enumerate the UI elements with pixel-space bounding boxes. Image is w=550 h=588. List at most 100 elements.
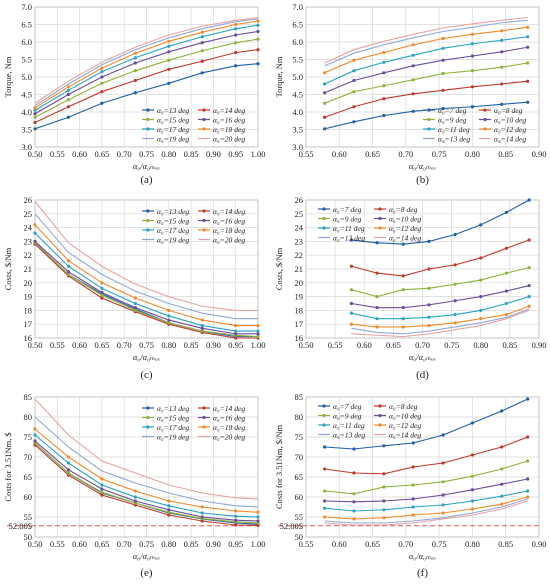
data-point	[100, 296, 104, 300]
data-point	[200, 515, 204, 519]
data-point	[100, 281, 104, 285]
data-point	[504, 246, 508, 250]
data-point	[323, 82, 327, 86]
series-d-6	[351, 308, 530, 335]
plot-frame	[305, 396, 540, 538]
y-tick-label: 55	[295, 512, 304, 522]
data-point	[323, 445, 327, 449]
y-tick-label: 60	[24, 492, 33, 502]
y-tick-label: 7.0	[21, 2, 32, 12]
data-point	[401, 306, 405, 310]
data-point	[470, 54, 475, 58]
data-point	[167, 318, 171, 322]
data-point	[453, 312, 457, 317]
data-point	[66, 468, 71, 472]
data-point	[441, 106, 445, 111]
data-point	[133, 301, 137, 306]
y-tick-label: 21	[24, 264, 33, 274]
data-point	[234, 518, 238, 522]
panel-label: (b)	[416, 174, 429, 186]
data-point	[100, 70, 104, 74]
legend-marker	[202, 108, 206, 112]
series-d-2	[349, 266, 531, 299]
data-point	[500, 50, 504, 54]
y-tick-label: 50	[24, 532, 33, 542]
series-d-3	[349, 283, 531, 310]
y-axis-label: Costs, $/Nm	[3, 247, 13, 290]
data-point	[133, 489, 137, 493]
data-point	[382, 485, 386, 489]
x-tick-label: 0.80	[465, 539, 480, 549]
data-point	[100, 493, 104, 497]
legend-entry: α₀=9 deg	[333, 412, 362, 421]
data-point	[500, 65, 504, 69]
x-tick-label: 0.85	[184, 340, 199, 350]
legend-marker	[202, 117, 206, 122]
legend-entry: α₀=14 deg	[389, 431, 421, 440]
data-point	[526, 79, 530, 83]
series-a-2	[33, 37, 260, 119]
x-tick-label: 0.60	[332, 539, 347, 549]
data-point	[167, 44, 171, 48]
x-tick-label: 0.60	[332, 149, 347, 159]
data-point	[33, 239, 37, 243]
data-point	[441, 493, 445, 497]
legend-entry: α₀=14 deg	[213, 207, 245, 216]
legend-entry: α₀=13 deg	[157, 404, 189, 413]
data-point	[427, 303, 431, 307]
series-b-4	[323, 35, 530, 86]
data-point	[526, 397, 530, 401]
series-c-4	[33, 231, 260, 333]
data-point	[401, 288, 405, 292]
data-point	[234, 523, 238, 527]
x-tick-label: 0.60	[72, 340, 87, 350]
series-line	[324, 496, 528, 520]
legend-marker	[202, 127, 206, 131]
legend-entry: α₀=17 deg	[157, 423, 189, 432]
x-tick-label: 0.55	[328, 340, 343, 350]
data-point	[100, 490, 104, 494]
y-tick-label: 23	[24, 236, 33, 246]
data-point	[133, 69, 137, 73]
data-point	[470, 69, 475, 73]
legend-entry: α₀=9 deg	[438, 116, 467, 125]
data-point	[453, 282, 457, 286]
series-line	[351, 309, 530, 338]
data-point	[479, 278, 483, 282]
legend-entry: α₀=10 deg	[389, 412, 421, 421]
data-point	[167, 314, 171, 318]
legend-entry: α₀=8 deg	[389, 205, 418, 214]
series-line	[34, 201, 258, 311]
legend-entry: α₀=19 deg	[157, 433, 189, 442]
data-point	[411, 497, 415, 501]
x-tick-label: 0.80	[161, 539, 176, 549]
data-point	[352, 105, 356, 109]
data-point	[167, 81, 171, 85]
chart-panel-a: 3.0 3.5 4.0 4.5 5.0 5.5 6.0 6.5 7.0 0.50 0.55 0.60 0…	[3, 2, 265, 186]
legend-marker	[322, 404, 326, 408]
legend-entry: α₀=13 deg	[333, 234, 365, 243]
reference-line-label: 52.80$	[9, 521, 32, 531]
legend-entry: α₀=12 deg	[494, 125, 526, 134]
data-point	[33, 127, 37, 131]
x-tick-label: 0.75	[139, 149, 154, 159]
data-point	[33, 427, 37, 431]
legend-entry: α₀=16 deg	[213, 217, 245, 226]
data-point	[200, 41, 204, 45]
x-tick-label: 0.80	[473, 340, 488, 350]
data-point	[323, 71, 327, 75]
y-tick-label: 5.0	[292, 72, 303, 82]
y-tick-label: 4.5	[21, 90, 32, 100]
data-point	[256, 29, 260, 34]
series-d-1	[349, 238, 531, 278]
legend-entry: α₀=13 deg	[438, 135, 470, 144]
data-point	[167, 508, 171, 512]
data-point	[133, 308, 137, 312]
data-point	[234, 27, 238, 31]
legend-entry: α₀=15 deg	[157, 414, 189, 423]
legend-marker	[146, 415, 150, 420]
data-point	[100, 81, 104, 85]
data-point	[526, 477, 530, 481]
data-point	[441, 480, 445, 484]
series-line	[324, 80, 528, 118]
